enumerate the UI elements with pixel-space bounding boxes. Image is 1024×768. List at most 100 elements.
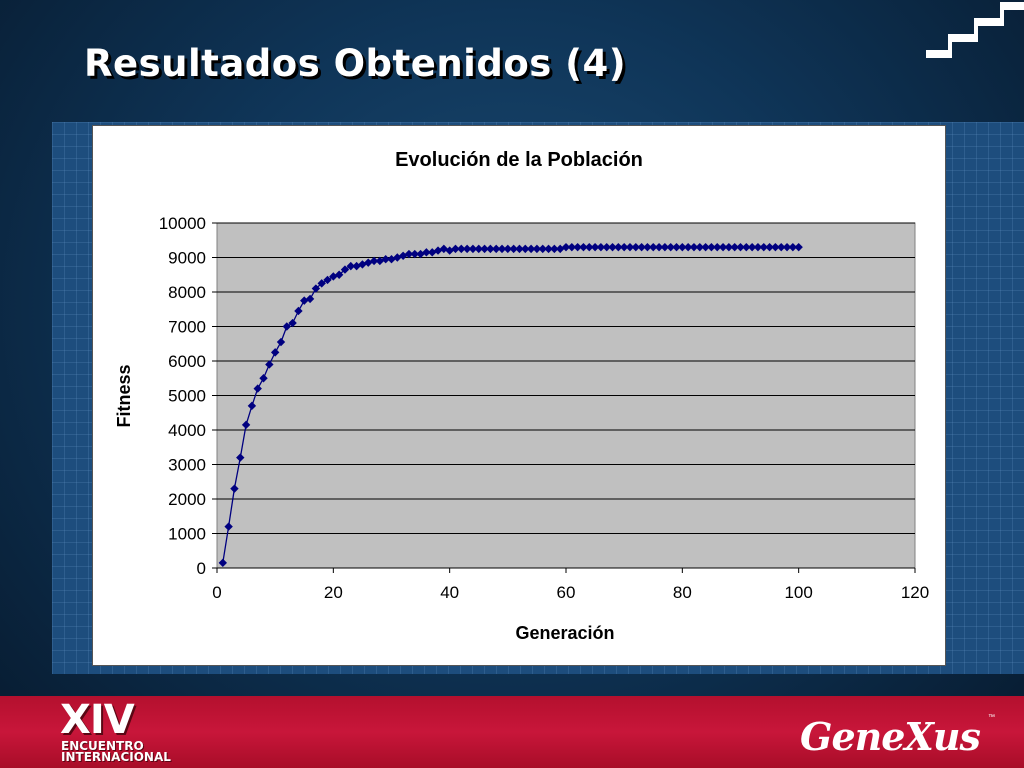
data-point: [282, 322, 291, 331]
chart-title: Evolución de la Población: [395, 149, 643, 171]
data-point: [695, 242, 704, 252]
data-point: [689, 242, 699, 252]
genexus-logo: GeneXus: [800, 714, 981, 759]
x-tick-label: 0: [212, 583, 221, 602]
data-point: [608, 242, 617, 252]
data-point: [718, 242, 728, 252]
data-point: [678, 242, 687, 252]
data-point: [334, 270, 344, 279]
data-point: [782, 242, 792, 252]
data-point: [305, 294, 315, 304]
y-tick-label: 10000: [159, 214, 206, 233]
data-point: [654, 242, 664, 252]
y-tick-label: 6000: [168, 352, 206, 371]
data-point: [567, 242, 577, 252]
data-point: [369, 256, 379, 266]
data-point: [788, 242, 798, 252]
x-tick-label: 120: [901, 583, 929, 602]
data-point: [346, 261, 355, 271]
data-point: [247, 401, 257, 411]
data-point: [573, 242, 582, 252]
stairs-logo-icon: [926, 2, 1024, 58]
data-point: [730, 242, 739, 252]
data-point: [410, 249, 419, 259]
data-point: [765, 242, 774, 252]
data-point: [701, 242, 710, 252]
data-point: [521, 244, 530, 254]
data-point: [619, 242, 629, 252]
data-point: [643, 242, 652, 252]
y-tick-label: 4000: [168, 421, 206, 440]
event-logo-line1: ENCUENTRO: [61, 739, 144, 753]
data-point: [276, 337, 286, 347]
data-point: [294, 306, 303, 316]
data-point: [259, 374, 268, 383]
x-axis-ticks: 0 20 40 60 80 100 120: [212, 568, 929, 602]
y-tick-label: 8000: [168, 283, 206, 302]
data-point: [241, 420, 251, 430]
event-logo-numeral: XIV: [60, 697, 135, 743]
x-axis-label: Generación: [515, 623, 614, 643]
data-point: [230, 484, 239, 493]
data-point: [649, 242, 658, 252]
event-logo-line2: INTERNACIONAL: [61, 750, 171, 764]
data-point: [614, 242, 623, 252]
data-point: [747, 242, 757, 252]
x-tick-label: 60: [557, 583, 576, 602]
event-logo-subtitle: ENCUENTRO INTERNACIONAL: [61, 739, 171, 764]
line-chart: Evolución de la Población 01000200030004…: [114, 149, 929, 643]
data-point: [771, 242, 780, 252]
data-point: [683, 242, 693, 252]
y-axis-ticks: 0 1000 2000 3000 4000 5000 6000 7000 8000 9000 100…: [159, 214, 217, 578]
data-point: [288, 318, 297, 328]
y-tick-label: 3000: [168, 456, 206, 475]
x-tick-label: 80: [673, 583, 692, 602]
y-axis-label: Fitness: [114, 364, 134, 427]
slide-title: Resultados Obtenidos (4): [84, 42, 627, 85]
data-point: [631, 242, 640, 252]
data-point: [236, 453, 245, 462]
data-point: [224, 522, 233, 531]
data-point: [794, 242, 803, 252]
y-tick-label: 5000: [168, 387, 206, 406]
y-tick-label: 0: [197, 559, 206, 578]
data-point: [777, 242, 786, 252]
y-tick-label: 1000: [168, 525, 206, 544]
data-point: [561, 242, 571, 252]
data-point: [736, 242, 745, 252]
data-point: [666, 242, 675, 252]
footer-bar: [0, 696, 1024, 768]
data-point: [596, 242, 606, 252]
x-tick-label: 100: [784, 583, 812, 602]
data-point: [602, 242, 611, 252]
data-point: [515, 244, 524, 254]
data-point: [300, 296, 309, 305]
data-point: [317, 279, 326, 288]
data-point: [381, 255, 390, 264]
data-point: [707, 242, 716, 252]
x-tick-label: 40: [440, 583, 459, 602]
data-point: [253, 384, 262, 393]
trademark-mark: ™: [988, 714, 995, 721]
y-tick-label: 7000: [168, 318, 206, 337]
x-tick-label: 20: [324, 583, 343, 602]
data-point: [323, 275, 332, 285]
data-point: [625, 242, 635, 252]
data-point: [340, 265, 350, 274]
data-point: [660, 242, 670, 252]
data-point: [270, 348, 280, 357]
data-point: [265, 360, 274, 369]
data-point: [311, 284, 321, 293]
gridlines: [217, 222, 915, 534]
data-point: [637, 242, 646, 252]
data-point: [713, 242, 722, 252]
data-point: [724, 242, 734, 252]
y-tick-label: 2000: [168, 490, 206, 509]
data-point: [742, 242, 751, 252]
data-point: [672, 242, 681, 252]
y-tick-label: 9000: [168, 249, 206, 268]
data-point: [404, 249, 414, 259]
data-point: [759, 242, 768, 252]
data-point: [753, 242, 763, 252]
chart-panel: Evolución de la Población 0 1000 2000 3000 4…: [92, 125, 946, 666]
